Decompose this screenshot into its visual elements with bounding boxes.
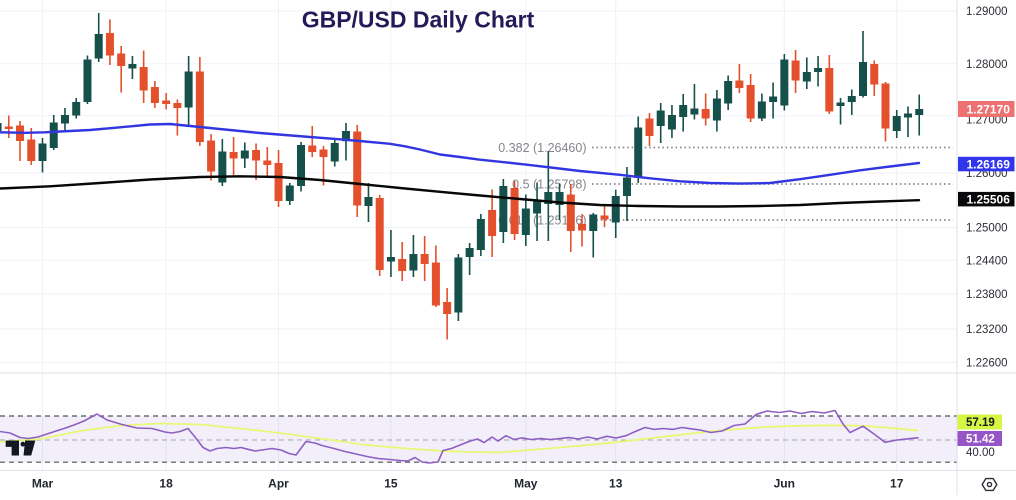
svg-text:1.27000: 1.27000	[966, 115, 1008, 127]
svg-text:Apr: Apr	[268, 477, 289, 491]
svg-text:0.618 (1.25136): 0.618 (1.25136)	[498, 213, 586, 227]
svg-text:1.26169: 1.26169	[967, 157, 1011, 171]
svg-text:1.25000: 1.25000	[966, 223, 1008, 235]
svg-text:Jun: Jun	[774, 477, 795, 491]
svg-text:1.23200: 1.23200	[966, 324, 1008, 336]
svg-text:40.00: 40.00	[966, 447, 995, 459]
svg-text:1.28000: 1.28000	[966, 59, 1008, 71]
svg-text:1.27170: 1.27170	[967, 102, 1011, 116]
svg-text:18: 18	[159, 477, 173, 491]
svg-text:1.29000: 1.29000	[966, 6, 1008, 18]
svg-text:May: May	[514, 477, 538, 491]
svg-text:17: 17	[890, 477, 904, 491]
svg-text:1.22600: 1.22600	[966, 358, 1008, 370]
svg-text:0.5 (1.25798): 0.5 (1.25798)	[512, 177, 586, 191]
svg-text:0.382 (1.26460): 0.382 (1.26460)	[498, 141, 586, 155]
svg-text:15: 15	[384, 477, 398, 491]
svg-text:57.19: 57.19	[966, 417, 995, 429]
svg-text:13: 13	[609, 477, 623, 491]
svg-text:1.23800: 1.23800	[966, 289, 1008, 301]
svg-text:Mar: Mar	[32, 477, 54, 491]
svg-text:1.24400: 1.24400	[966, 256, 1008, 268]
svg-text:51.42: 51.42	[966, 434, 995, 446]
svg-text:GBP/USD Daily Chart: GBP/USD Daily Chart	[302, 7, 535, 33]
svg-text:1.25506: 1.25506	[967, 193, 1011, 207]
